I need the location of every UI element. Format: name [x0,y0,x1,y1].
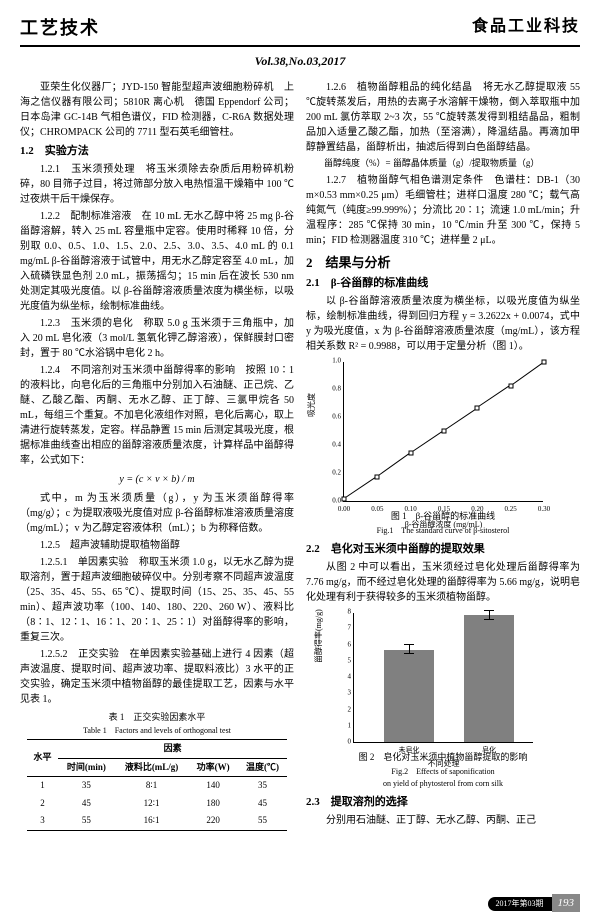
column-right: 1.2.6 植物甾醇粗品的纯化结晶 将无水乙醇提取液 55 ℃旋转蒸发后，用热的… [306,78,580,831]
fig2-caption-en: Fig.2 Effects of saponification on yield… [306,766,580,790]
formula-yield: y = (c × v × b) / m [20,472,294,487]
para-1-2-5: 1.2.5 超声波辅助提取植物甾醇 [20,538,294,553]
chart-standard-curve: β-谷甾醇浓度 (mg/mL) 吸光度 0.000.050.100.150.20… [343,362,543,502]
para-1-2-6: 1.2.6 植物甾醇粗品的纯化结晶 将无水乙醇提取液 55 ℃旋转蒸发后，用热的… [306,80,580,155]
para-1-2-5-2: 1.2.5.2 正交实验 在单因素实验基础上进行 4 因素（超声波温度、提取时间… [20,647,294,707]
chart-saponification: 不同处理 甾醇得率(mg/g) 012345678未皂化皂化 [353,613,533,743]
page-number: 2017年第03期193 [488,894,581,913]
para-1-2-7: 1.2.7 植物甾醇气相色谱测定条件 色谱柱：DB-1（30 m×0.53 mm… [306,173,580,248]
section-2-3: 2.3 提取溶剂的选择 [306,794,580,811]
para-1-2-2: 1.2.2 配制标准溶液 在 10 mL 无水乙醇中将 25 mg β-谷甾醇溶… [20,209,294,314]
section-1-2: 1.2 实验方法 [20,143,294,160]
para-1-2-4: 1.2.4 不同溶剂对玉米须中甾醇得率的影响 按照 10∶1 的液料比，向皂化后… [20,363,294,468]
table1: 水平因素 时间(min)液料比(mL/g)功率(W)温度(℃) 1358∶114… [27,739,287,831]
para-instruments: 亚荣生化仪器厂；JYD-150 智能型超声波细胞粉碎机 上海之信仪器有限公司；5… [20,80,294,140]
para-2-2: 从图 2 中可以看出，玉米须经过皂化处理后甾醇得率为 7.76 mg/g，而不经… [306,560,580,605]
column-left: 亚荣生化仪器厂；JYD-150 智能型超声波细胞粉碎机 上海之信仪器有限公司；5… [20,78,294,831]
para-2-3: 分别用石油醚、正丁醇、无水乙醇、丙酮、正己 [306,813,580,828]
para-formula-desc: 式中，m 为玉米须质量（g），y 为玉米须甾醇得率（mg/g）；c 为提取液吸光… [20,491,294,536]
header-right: 食品工业科技 [472,15,580,42]
para-2-1: 以 β-谷甾醇溶液质量浓度为横坐标，以吸光度值为纵坐标，绘制标准曲线，得到回归方… [306,294,580,354]
para-1-2-5-1: 1.2.5.1 单因素实验 称取玉米须 1.0 g，以无水乙醇为提取溶剂，置于超… [20,555,294,645]
section-2-1: 2.1 β-谷甾醇的标准曲线 [306,275,580,292]
section-2-2: 2.2 皂化对玉米须中甾醇的提取效果 [306,541,580,558]
section-2: 2 结果与分析 [306,253,580,273]
para-1-2-3: 1.2.3 玉米须的皂化 称取 5.0 g 玉米须于三角瓶中，加入 20 mL … [20,316,294,361]
para-1-2-1: 1.2.1 玉米须预处理 将玉米须除去杂质后用粉碎机粉碎，80 目筛子过目，将过… [20,162,294,207]
formula-purity: 甾醇纯度（%）= 甾醇晶体质量（g）/提取物质量（g） [306,157,580,171]
header-left: 工艺技术 [20,15,100,42]
table1-title: 表 1 正交实验因素水平 [20,711,294,725]
table1-title-en: Table 1 Factors and levels of orthogonal… [20,725,294,737]
volume-info: Vol.38,No.03,2017 [20,52,580,70]
